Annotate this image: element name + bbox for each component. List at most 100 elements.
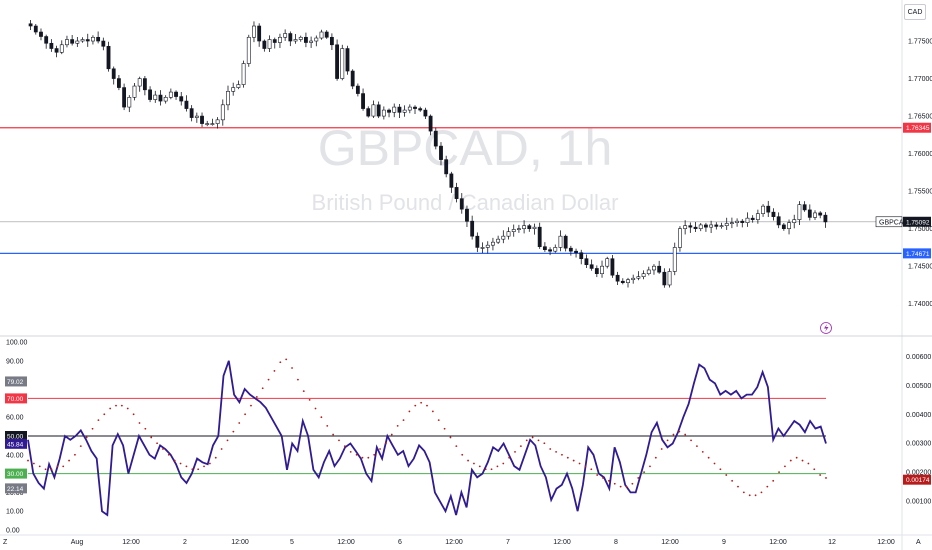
last-price-label: 1.75092	[906, 219, 930, 226]
signal-dot	[150, 436, 153, 439]
signal-dot	[27, 459, 29, 462]
signal-dot	[414, 404, 417, 407]
signal-dot	[338, 439, 340, 442]
oscillator-pane[interactable]	[27, 358, 827, 517]
candle-body	[491, 241, 495, 246]
candle-body	[319, 31, 324, 39]
signal-dot	[74, 453, 76, 456]
signal-dot	[109, 407, 112, 410]
time-tick-label: 12:00	[337, 539, 355, 546]
osc-right-tick: 0.00100	[906, 499, 931, 506]
price-pane[interactable]	[0, 127, 902, 254]
candle-body	[553, 247, 558, 252]
signal-dot	[707, 456, 710, 459]
signal-dot	[97, 419, 100, 421]
signal-dot	[725, 474, 728, 476]
time-tick-label: 12:00	[231, 539, 249, 546]
signal-dot	[426, 404, 428, 407]
candle-body	[324, 31, 329, 38]
candle-body	[615, 274, 620, 282]
osc-left-tick: 20.00	[6, 490, 24, 497]
signal-dot	[167, 453, 170, 456]
candle-body	[163, 97, 168, 102]
candle-body	[714, 224, 719, 227]
reference-badge-label: 50.00	[7, 434, 24, 441]
signal-dot	[484, 468, 487, 471]
candle-body	[142, 78, 147, 91]
signal-dot	[79, 445, 82, 448]
price-tick-label: 1.77000	[908, 76, 932, 83]
candle-body	[626, 279, 630, 284]
osc-right-tick: 0.00500	[906, 383, 931, 390]
price-axis[interactable]: 1.77500 1.77000 1.76500 1.76000 1.75500 1.750…	[875, 0, 932, 550]
candle-body	[397, 106, 402, 113]
signal-dot	[631, 482, 634, 485]
candle-body	[179, 96, 184, 102]
candle-body	[215, 119, 220, 124]
candle-body	[272, 39, 277, 43]
value-badge-label: 0.00174	[906, 477, 930, 484]
candle-body	[605, 258, 610, 267]
candle-body	[85, 39, 90, 42]
osc-right-tick: 0.00400	[906, 412, 931, 419]
candle-body	[132, 85, 137, 98]
signal-dot	[431, 410, 434, 413]
reference-badge-label: 70.00	[7, 396, 24, 403]
candle-body	[620, 280, 625, 284]
signal-dot	[795, 456, 798, 459]
price-tick-label: 1.76000	[908, 151, 932, 158]
signal-dot	[578, 462, 581, 465]
signal-dot	[379, 448, 381, 450]
candle-body	[563, 235, 568, 249]
signal-dot	[801, 459, 804, 462]
candle-body	[548, 249, 552, 252]
signal-dot	[819, 474, 822, 476]
signal-dot	[367, 456, 370, 459]
currency-label[interactable]: CAD	[904, 4, 926, 20]
candle-body	[122, 87, 127, 108]
candle-body	[236, 84, 241, 88]
candle-body	[755, 213, 760, 220]
candle-body	[704, 224, 708, 228]
candle-body	[33, 25, 38, 33]
candle-body	[418, 108, 423, 111]
candle-body	[470, 220, 475, 237]
candle-body	[381, 109, 386, 117]
time-axis[interactable]: Aug 12:00 2 12:00 5 12:00 6 12:00 7 12:00 8 12:00 9 1…	[0, 534, 932, 546]
candle-body	[278, 36, 282, 43]
candle-body	[335, 44, 340, 79]
candle-body	[688, 225, 693, 228]
signal-dot	[772, 479, 775, 482]
candle-body	[792, 219, 797, 223]
candle-body	[574, 250, 578, 253]
candle-body	[698, 224, 703, 229]
candle-body	[522, 225, 527, 229]
candle-body	[28, 23, 33, 27]
signal-dot	[214, 456, 217, 459]
candle-body	[537, 226, 542, 247]
candle-body	[304, 36, 308, 43]
candle-body	[444, 159, 449, 175]
candle-body	[413, 106, 417, 109]
signal-dot	[549, 448, 552, 450]
candle-body	[454, 187, 459, 199]
candle-body	[184, 100, 189, 109]
candle-body	[298, 36, 303, 40]
lightning-icon[interactable]	[820, 322, 832, 334]
signal-dot	[232, 430, 235, 433]
candle-body	[542, 246, 547, 250]
signal-dot	[607, 479, 610, 482]
last-price-badge	[903, 216, 931, 227]
signal-dot	[191, 468, 194, 471]
signal-dot	[185, 465, 188, 468]
candle-body	[44, 36, 49, 44]
candle-body	[387, 109, 391, 113]
signal-dot	[297, 378, 299, 381]
signal-dot	[461, 453, 464, 456]
signal-dot	[531, 436, 534, 439]
candle-body	[174, 91, 178, 97]
signal-dot	[766, 485, 769, 488]
signal-dot	[32, 462, 35, 465]
price-tick-label: 1.75000	[908, 226, 932, 233]
signal-dot	[103, 413, 106, 416]
